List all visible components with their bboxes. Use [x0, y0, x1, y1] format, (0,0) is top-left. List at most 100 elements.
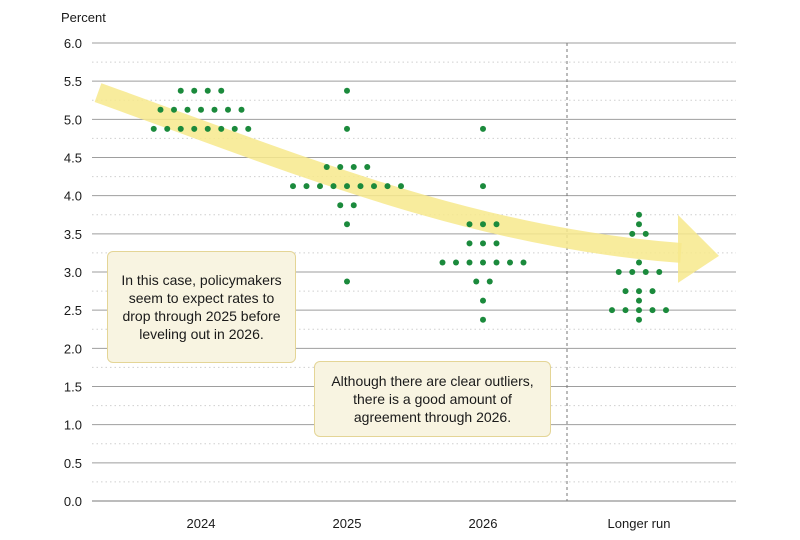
y-tick-label: 5.0	[64, 112, 82, 127]
policy-dot	[357, 183, 364, 190]
policy-dot	[629, 230, 636, 237]
policy-dot	[439, 259, 446, 266]
policy-dot	[486, 278, 493, 285]
policy-dot	[629, 269, 636, 275]
trend-arrow-head	[678, 214, 719, 283]
policy-dot	[493, 240, 500, 247]
y-tick-label: 4.0	[64, 189, 82, 204]
policy-dot	[636, 259, 642, 266]
policy-dot	[636, 297, 642, 304]
policy-dot	[507, 259, 513, 266]
policy-dot	[191, 87, 198, 94]
policy-dot	[330, 183, 337, 190]
policy-dot	[350, 202, 357, 209]
x-category-label: 2024	[187, 516, 216, 531]
policy-dot	[636, 316, 642, 323]
y-tick-label: 0.5	[64, 456, 82, 471]
policy-dot	[649, 288, 656, 295]
policy-dot	[466, 259, 473, 266]
dot-layer	[150, 87, 669, 323]
policy-dot	[493, 221, 500, 228]
policy-dot	[649, 307, 656, 314]
policy-dot	[344, 183, 350, 190]
policy-dot	[204, 87, 211, 94]
policy-dot	[473, 278, 480, 285]
policy-dot	[622, 288, 629, 295]
policy-dot	[231, 125, 238, 132]
policy-dot	[218, 125, 225, 132]
policy-dot	[157, 106, 164, 113]
policy-dot	[290, 183, 296, 190]
policy-dot	[656, 269, 663, 275]
annotation-text-rates-drop: In this case, policymakers seem to expec…	[121, 272, 282, 342]
policy-dot	[480, 221, 486, 228]
policy-dot	[493, 259, 500, 266]
policy-dot	[317, 183, 323, 190]
y-tick-label: 4.5	[64, 151, 82, 166]
x-category-label: 2026	[469, 516, 498, 531]
policy-dot	[323, 164, 330, 171]
policy-dot	[184, 106, 191, 113]
y-tick-label: 1.5	[64, 380, 82, 395]
policy-dot	[609, 307, 615, 314]
y-tick-label: 6.0	[64, 36, 82, 51]
policy-dot	[218, 87, 225, 94]
trend-arrow-layer	[94, 83, 719, 283]
policy-dot	[191, 125, 198, 132]
policy-dot	[150, 125, 157, 132]
policy-dot	[398, 183, 404, 190]
y-axis-label: Percent	[61, 10, 106, 25]
policy-dot	[622, 307, 629, 314]
y-tick-label: 1.0	[64, 418, 82, 433]
policy-dot	[171, 106, 177, 113]
policy-dot	[480, 183, 486, 190]
policy-dot	[364, 164, 371, 171]
y-tick-label: 3.0	[64, 265, 82, 280]
policy-dot	[453, 259, 459, 266]
annotation-callout-agreement: Although there are clear outliers, there…	[314, 361, 551, 437]
policy-dot	[164, 125, 171, 132]
y-tick-label: 0.0	[64, 494, 82, 509]
y-tick-label: 2.5	[64, 303, 82, 318]
policy-dot	[480, 125, 486, 132]
policy-dot	[615, 269, 622, 275]
policy-dot	[225, 106, 231, 113]
policy-dot	[466, 221, 473, 228]
policy-dot	[642, 230, 649, 237]
policy-dot	[337, 202, 344, 209]
policy-dot	[337, 164, 344, 171]
policy-dot	[480, 259, 486, 266]
policy-dot	[177, 87, 184, 94]
y-tick-label: 5.5	[64, 74, 82, 89]
policy-dot	[636, 221, 642, 228]
policy-dot	[198, 106, 204, 113]
policy-dot	[384, 183, 391, 190]
y-tick-label: 3.5	[64, 227, 82, 242]
annotation-callout-rates-drop: In this case, policymakers seem to expec…	[107, 251, 296, 363]
policy-dot	[344, 87, 350, 94]
policy-dot	[636, 211, 642, 218]
policy-dot	[238, 106, 245, 113]
policy-dot	[211, 106, 218, 113]
policy-dot	[636, 288, 642, 295]
x-category-label: Longer run	[608, 516, 671, 531]
trend-arrow-shaft	[94, 83, 682, 263]
policy-dot	[520, 259, 527, 266]
policy-dot	[371, 183, 377, 190]
policy-dot	[466, 240, 473, 247]
policy-dot	[245, 125, 252, 132]
policy-dot	[480, 316, 486, 323]
policy-dot	[350, 164, 357, 171]
policy-dot	[344, 221, 350, 228]
policy-dot	[663, 307, 669, 314]
label-layer: Percent 0.0 0.5 1.0 1.5 2.0 2.5 3.0 3.5 4.0 4.5 5.…	[61, 10, 670, 531]
policy-dot	[177, 125, 184, 132]
policy-dot	[344, 125, 350, 132]
policy-dot	[480, 297, 486, 304]
policy-dot	[204, 125, 211, 132]
policy-dot	[636, 307, 642, 314]
annotation-text-agreement: Although there are clear outliers, there…	[331, 373, 534, 425]
y-tick-label: 2.0	[64, 341, 82, 356]
x-category-label: 2025	[333, 516, 362, 531]
